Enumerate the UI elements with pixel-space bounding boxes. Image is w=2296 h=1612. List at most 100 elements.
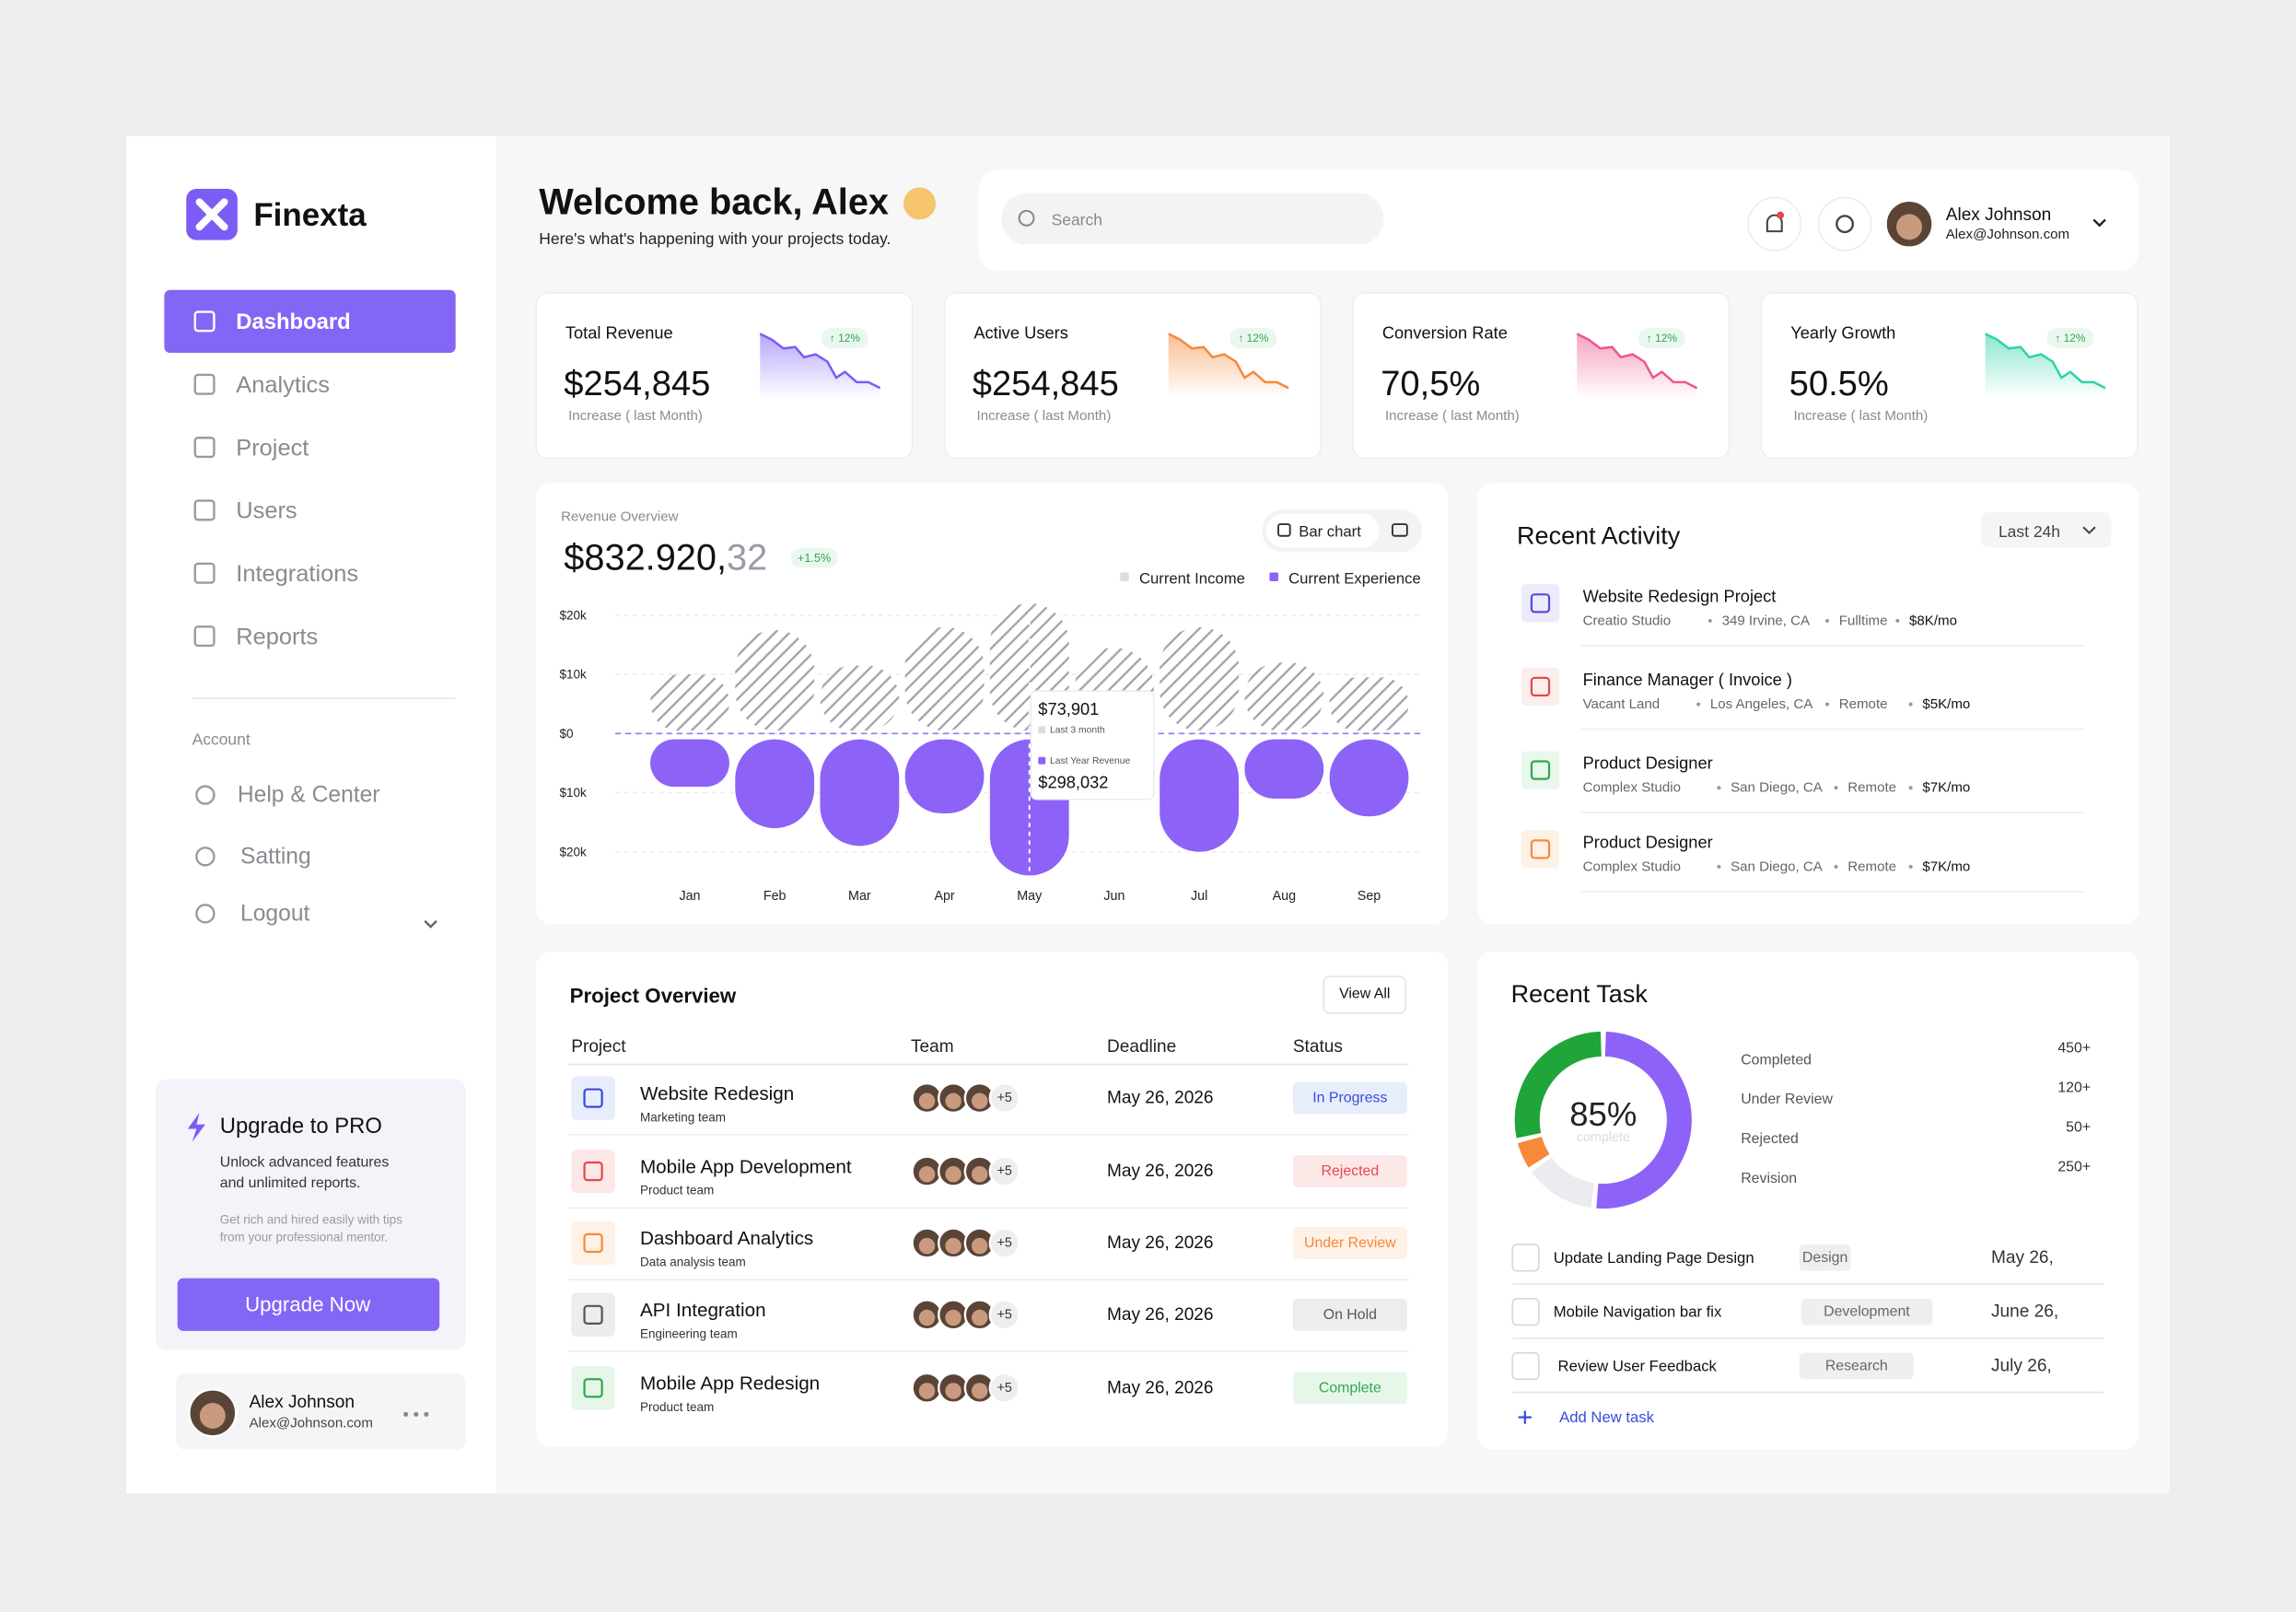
sparkline [1576, 333, 1698, 390]
donut-segment [1531, 1157, 1595, 1209]
task-checkbox[interactable] [1511, 1244, 1540, 1272]
change-badge [790, 547, 838, 568]
activity-meta: Remote [1847, 859, 1896, 874]
nav-active[interactable] [164, 289, 456, 354]
separator-dot [1908, 786, 1913, 790]
nav-item[interactable]: Project [236, 435, 309, 461]
legend-value: 450+ [2057, 1041, 2091, 1057]
change-badge-label: ↑ 12% [2055, 332, 2086, 345]
project-icon [571, 1076, 615, 1120]
task-checkbox[interactable] [1511, 1351, 1540, 1381]
legend-value: 120+ [2057, 1080, 2091, 1095]
tooltip-sub: Last 3 month [1050, 726, 1105, 736]
project-name: Mobile App Development [640, 1156, 852, 1177]
tooltip-swatch [1038, 756, 1046, 765]
avatar-face [918, 1092, 936, 1110]
nav-item[interactable]: Logout [240, 901, 309, 926]
upgrade-button[interactable] [177, 1278, 440, 1331]
activity-meta: $8K/mo [1909, 613, 1957, 628]
status-label: Complete [1319, 1380, 1381, 1396]
change-badge-label: ↑ 12% [1238, 332, 1269, 345]
task-checkbox[interactable] [1511, 1298, 1540, 1326]
activity-meta: San Diego, CA [1731, 780, 1824, 796]
nav-item[interactable]: Analytics [236, 372, 330, 398]
x-tick-label: Sep [1358, 889, 1381, 904]
sparkline-area [1168, 333, 1289, 399]
user-name: Alex Johnson [250, 1393, 355, 1412]
project-glyph [583, 1088, 603, 1108]
donut-center-label: 85% [1569, 1095, 1637, 1133]
view-all-button[interactable] [1323, 975, 1407, 1014]
donut-center-sub: complete [1577, 1130, 1630, 1145]
column-header: Team [911, 1037, 954, 1057]
activity-meta: Creatio Studio [1583, 613, 1672, 628]
project-icon [571, 1149, 615, 1194]
toggle-label[interactable]: Bar chart [1299, 522, 1361, 540]
task-name: Mobile Navigation bar fix [1554, 1303, 1722, 1321]
sparkline-area [760, 333, 880, 399]
nav-item[interactable]: Satting [240, 844, 311, 869]
bar [1329, 739, 1409, 817]
chevron [424, 919, 437, 929]
avatar-face [971, 1309, 988, 1326]
stat-value: 70,5% [1381, 364, 1480, 403]
avatar-face [1896, 214, 1923, 240]
activity-meta: Vacant Land [1583, 696, 1661, 712]
project-icon [571, 1292, 615, 1337]
project-team: Engineering team [640, 1327, 738, 1341]
nav-item[interactable]: Dashboard [236, 310, 350, 334]
separator-dot [1908, 864, 1913, 870]
toggle-active[interactable] [1266, 513, 1380, 548]
project-icon [571, 1365, 615, 1410]
user-card [176, 1373, 466, 1450]
nav-item[interactable]: Reports [236, 624, 318, 649]
task-tag [1799, 1352, 1914, 1380]
nav-icon [193, 373, 216, 395]
gear-icon [1836, 215, 1855, 234]
search-placeholder[interactable]: Search [1052, 210, 1102, 228]
nav-item[interactable]: Integrations [236, 561, 358, 587]
nav-item[interactable]: Help & Center [238, 783, 380, 808]
task-name: Review User Feedback [1558, 1357, 1718, 1374]
plus-icon [1518, 1410, 1532, 1424]
task-card [1477, 952, 2139, 1450]
filter-dropdown[interactable] [1980, 512, 2112, 548]
x-tick-label: Aug [1273, 889, 1296, 904]
y-tick-label: $10k [560, 786, 588, 800]
search-input[interactable] [1001, 193, 1384, 245]
upgrade-button-label[interactable]: Upgrade Now [245, 1293, 371, 1316]
activity-meta: Remote [1847, 780, 1896, 796]
separator-dot [1824, 618, 1830, 623]
filter-label[interactable]: Last 24h [1999, 522, 2060, 541]
nav-icon [193, 310, 216, 333]
project-glyph [583, 1232, 603, 1254]
change-badge-label: ↑ 12% [830, 332, 861, 345]
revenue-total-main: $832.920, [564, 538, 727, 578]
project-name: API Integration [640, 1300, 766, 1321]
bar [1244, 739, 1324, 799]
task-tag [1801, 1298, 1933, 1326]
icon-button[interactable] [1817, 196, 1872, 251]
x-tick-label: Apr [934, 889, 954, 904]
change-badge [1638, 328, 1685, 349]
view-all-label[interactable]: View All [1339, 987, 1390, 1002]
add-task-link[interactable]: Add New task [1559, 1408, 1655, 1426]
avatar-face [918, 1237, 936, 1255]
stat-value: 50.5% [1789, 364, 1889, 403]
team-extra-badge [988, 1155, 1020, 1187]
stat-note: Increase ( last Month) [1385, 408, 1520, 424]
avatar-face [945, 1166, 962, 1183]
icon-button[interactable] [1747, 196, 1802, 251]
legend-value: 250+ [2057, 1159, 2091, 1174]
chevron [2092, 218, 2106, 228]
legend-value: 50+ [2066, 1119, 2091, 1135]
change-badge [1230, 328, 1277, 349]
separator-dot [1834, 864, 1838, 870]
status-label: Rejected [1322, 1163, 1380, 1179]
y-tick-label: $10k [560, 668, 588, 682]
avatar-face [945, 1092, 962, 1110]
activity-item-title: Product Designer [1583, 832, 1713, 851]
nav-item[interactable]: Users [236, 498, 297, 524]
alt-view-icon[interactable] [1391, 523, 1408, 537]
task-tag-label: Development [1824, 1304, 1910, 1320]
